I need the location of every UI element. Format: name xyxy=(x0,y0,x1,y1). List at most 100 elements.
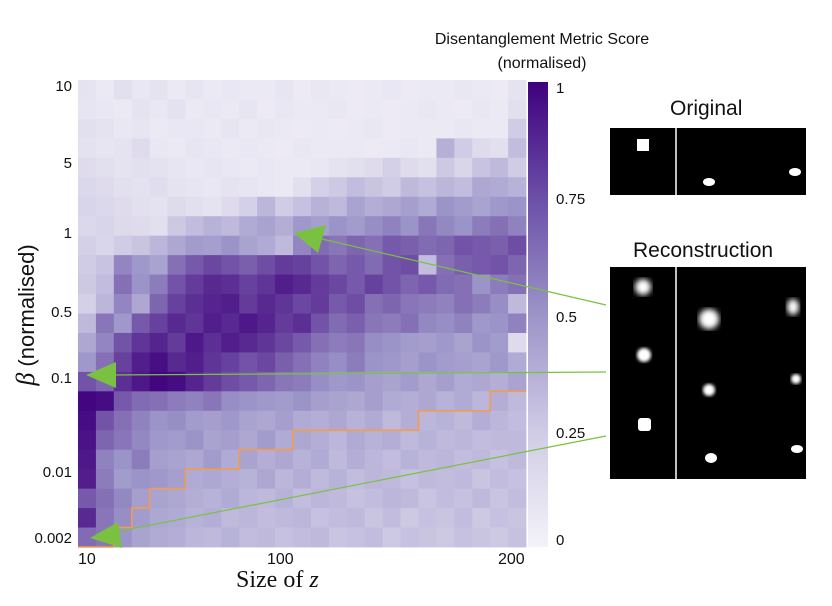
heatmap-cell xyxy=(436,449,455,470)
heatmap-cell xyxy=(221,469,240,490)
heatmap-cell xyxy=(275,527,294,548)
heatmap-cell xyxy=(275,157,294,178)
heatmap-cell xyxy=(221,508,240,528)
heatmap-cell xyxy=(472,196,491,217)
heatmap-cell xyxy=(490,294,509,314)
heatmap-cell xyxy=(472,391,491,412)
heatmap-cell xyxy=(185,430,204,451)
heatmap-cell xyxy=(95,449,115,470)
heatmap-cell xyxy=(436,371,455,392)
heatmap-cell xyxy=(508,294,527,314)
heatmap-cell xyxy=(328,118,348,139)
heatmap-cell xyxy=(382,274,401,295)
heatmap-cell xyxy=(239,216,258,237)
heatmap-cell xyxy=(167,294,186,314)
heatmap-cell xyxy=(167,391,186,412)
heatmap-cell xyxy=(346,488,366,509)
y-axis-symbol: β xyxy=(11,372,40,386)
heatmap-cell xyxy=(149,157,168,178)
heatmap-cell xyxy=(131,118,151,139)
heatmap-cell xyxy=(418,410,437,431)
original-panel xyxy=(610,128,806,195)
heatmap-cell xyxy=(436,469,455,490)
heatmap-cell xyxy=(328,196,348,217)
original-title: Original xyxy=(670,97,743,120)
heatmap-cell xyxy=(310,196,330,217)
heatmap-cell xyxy=(508,177,527,198)
heatmap-cell xyxy=(149,294,168,314)
heatmap-cell xyxy=(78,488,97,509)
heatmap-cell xyxy=(346,99,366,120)
heatmap-cell xyxy=(293,469,312,490)
heatmap-cell xyxy=(293,118,312,139)
heatmap-cell xyxy=(508,80,527,100)
heatmap-cell xyxy=(310,274,330,295)
heatmap-cell xyxy=(364,118,384,139)
y-tick-0-002: 0.002 xyxy=(34,530,72,547)
heatmap-cell xyxy=(221,527,240,548)
heatmap-cell xyxy=(257,469,276,490)
heatmap-cell xyxy=(131,313,151,334)
heatmap-cell xyxy=(454,80,473,100)
original-square xyxy=(637,139,649,151)
heatmap-cell xyxy=(418,469,437,490)
heatmap-cell xyxy=(131,391,151,412)
heatmap-cell xyxy=(203,118,222,139)
heatmap-cell xyxy=(221,488,240,509)
heatmap-cell xyxy=(310,294,330,314)
y-tick-0-5: 0.5 xyxy=(51,304,72,321)
heatmap-cell xyxy=(400,235,419,256)
heatmap-cell xyxy=(436,294,455,314)
heatmap-cell xyxy=(490,118,509,139)
heatmap-cell xyxy=(400,391,419,412)
heatmap-cell xyxy=(436,177,455,198)
heatmap-cell xyxy=(436,352,455,373)
heatmap-cell xyxy=(328,410,348,431)
heatmap-cell xyxy=(149,410,168,431)
heatmap-cell xyxy=(275,177,294,198)
heatmap-cell xyxy=(113,80,133,100)
heatmap-cell xyxy=(346,449,366,470)
heatmap-cell xyxy=(382,138,401,159)
heatmap-cell xyxy=(328,352,348,373)
heatmap-cell xyxy=(382,508,401,528)
heatmap-cell xyxy=(310,508,330,528)
heatmap-cell xyxy=(364,449,384,470)
heatmap-cell xyxy=(472,138,491,159)
heatmap-cell xyxy=(400,138,419,159)
heatmap-cell xyxy=(454,216,473,237)
heatmap-cell xyxy=(113,235,133,256)
heatmap-cell xyxy=(310,527,330,548)
heatmap-cell xyxy=(167,352,186,373)
heatmap-cell xyxy=(472,177,491,198)
heatmap-cell xyxy=(490,138,509,159)
heatmap-cell xyxy=(221,118,240,139)
heatmap-cell xyxy=(293,196,312,217)
colorbar-tick-0: 0 xyxy=(556,532,565,549)
heatmap-cell xyxy=(257,235,276,256)
heatmap-cell xyxy=(78,235,97,256)
heatmap-cell xyxy=(78,255,97,275)
heatmap-cell xyxy=(346,391,366,412)
heatmap-cell xyxy=(364,371,384,392)
heatmap-cell xyxy=(167,177,186,198)
y-tick-1: 1 xyxy=(63,225,72,242)
heatmap-cell xyxy=(149,274,168,295)
heatmap-cell xyxy=(239,274,258,295)
heatmap-cell xyxy=(203,449,222,470)
heatmap-cell xyxy=(185,157,204,178)
heatmap-cell xyxy=(293,410,312,431)
heatmap-cell xyxy=(239,469,258,490)
heatmap-cell xyxy=(239,99,258,120)
heatmap-cell xyxy=(364,177,384,198)
heatmap-cell xyxy=(131,99,151,120)
heatmap-cell xyxy=(221,80,240,100)
heatmap-cell xyxy=(185,410,204,431)
heatmap-cell xyxy=(275,80,294,100)
heatmap-cell xyxy=(328,508,348,528)
heatmap-cell xyxy=(293,371,312,392)
heatmap-cell xyxy=(113,313,133,334)
heatmap-cell xyxy=(310,410,330,431)
heatmap-cell xyxy=(418,196,437,217)
heatmap-cell xyxy=(490,488,509,509)
